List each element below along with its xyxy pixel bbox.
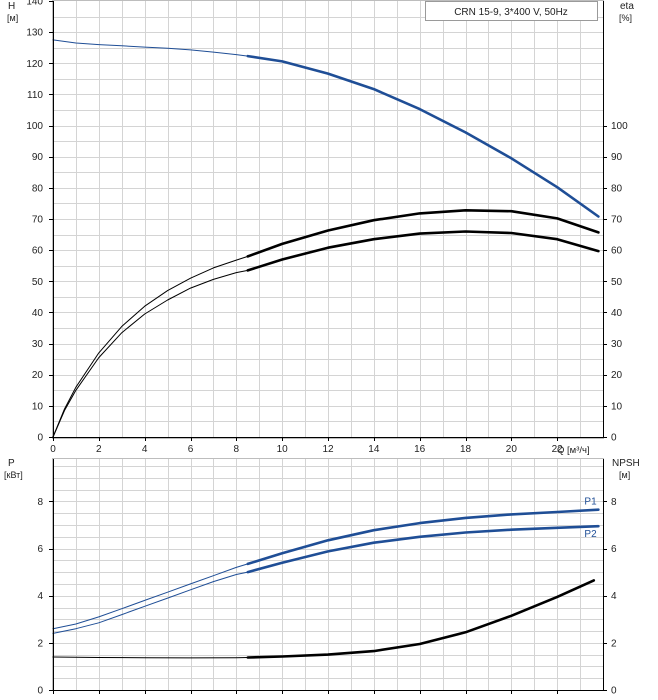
top-curve-0-curve-operating-range (246, 54, 600, 218)
top-curve-1-curve-operating-range (246, 209, 600, 258)
right-y-tick-label: 8 (611, 497, 617, 508)
head-efficiency-panel: 0 2 4 6 8 10 12 14 16 18 20 22 0 10 20 30 40 50 60 70 80 90 10… (7, 0, 634, 456)
npsh-axis-title: NPSH (612, 458, 640, 469)
left-y-tick-label: 120 (26, 59, 43, 70)
right-y-tick-label: 0 (611, 433, 617, 444)
pump-model-legend (425, 1, 598, 21)
power-npsh-series: P1 P2 (52, 497, 600, 659)
left-y-tick-label: 2 (37, 638, 43, 649)
top-curve-0-curve-full-range (52, 39, 249, 57)
top-curve-1-curve-full-range (52, 255, 249, 438)
left-y-tick-label: 110 (27, 90, 43, 101)
right-y-tick-label: 10 (611, 401, 623, 412)
flow-axis-label: Q [м³/ч] (557, 445, 590, 456)
right-y-tick-label: 20 (611, 370, 623, 381)
left-y-tick-label: 40 (32, 308, 44, 319)
pump-model-label: CRN 15-9, 3*400 V, 50Hz (454, 7, 568, 18)
left-y-tick-label: 70 (32, 215, 44, 226)
left-y-tick-label: 10 (32, 401, 44, 412)
right-y-tick-label: 40 (611, 308, 623, 319)
right-y-tick-label: 0 (611, 686, 617, 697)
left-y-tick-label: 6 (37, 544, 43, 555)
x-tick-label: 6 (188, 444, 194, 455)
right-y-tick-label: 100 (611, 121, 628, 132)
eta-axis-title: eta (620, 1, 634, 12)
x-tick-label: 2 (96, 444, 102, 455)
bot-curve-2-curve-operating-range (246, 579, 596, 659)
top-curve-2-curve-operating-range (246, 230, 600, 272)
x-tick-label: 4 (142, 444, 148, 455)
p1-curve-full-range (52, 563, 249, 630)
x-tick-label: 10 (277, 444, 289, 455)
left-y-tick-label: 90 (32, 152, 44, 163)
left-y-tick-label: 60 (32, 246, 44, 257)
x-tick-label: 20 (506, 444, 518, 455)
power-axis-unit: [кВт] (4, 470, 23, 480)
head-axis-title: H (8, 1, 15, 12)
left-y-tick-label: 4 (37, 591, 43, 602)
head-efficiency-axes: 0 2 4 6 8 10 12 14 16 18 20 22 0 10 20 30 40 50 60 70 80 90 10… (26, 0, 628, 455)
x-tick-label: 18 (460, 444, 472, 455)
eta-axis-unit: [%] (619, 13, 632, 23)
right-y-tick-label: 90 (611, 152, 623, 163)
power-npsh-panel: P1 P2 0 2 4 6 8 0 2 4 6 8 P [кВт] NPSH [м] (4, 458, 640, 697)
left-y-tick-label: 100 (26, 121, 43, 132)
right-y-tick-label: 6 (611, 544, 617, 555)
x-tick-label: 14 (368, 444, 380, 455)
p2-series-label: P2 (584, 529, 597, 540)
power-npsh-axes: 0 2 4 6 8 0 2 4 6 8 (37, 459, 617, 697)
left-y-tick-label: 50 (32, 277, 44, 288)
p2-curve-full-range (52, 571, 249, 634)
right-y-tick-label: 50 (611, 277, 623, 288)
left-y-tick-label: 0 (37, 686, 43, 697)
left-y-tick-label: 0 (37, 433, 43, 444)
right-y-tick-label: 2 (611, 638, 617, 649)
head-efficiency-grid (53, 1, 603, 437)
left-y-tick-label: 20 (32, 370, 44, 381)
left-y-tick-label: 30 (32, 339, 44, 350)
head-axis-unit: [м] (7, 13, 18, 23)
left-y-tick-label: 140 (26, 0, 43, 8)
left-y-tick-label: 8 (37, 497, 43, 508)
x-tick-label: 0 (50, 444, 56, 455)
npsh-axis-unit: [м] (619, 470, 630, 480)
head-efficiency-series (52, 39, 600, 438)
right-y-tick-label: 60 (611, 246, 623, 257)
top-curve-2-curve-full-range (52, 269, 249, 438)
bot-curve-2-curve-full-range (52, 656, 249, 659)
x-tick-label: 8 (234, 444, 240, 455)
right-y-tick-label: 4 (611, 591, 617, 602)
x-tick-label: 16 (414, 444, 426, 455)
p2-curve-operating-range (246, 524, 600, 574)
left-y-tick-label: 130 (26, 28, 43, 39)
p1-curve-operating-range (246, 508, 600, 566)
x-tick-label: 12 (322, 444, 334, 455)
right-y-tick-label: 70 (611, 215, 623, 226)
x-tick-label: 22 (552, 444, 564, 455)
right-y-tick-label: 30 (611, 339, 623, 350)
p1-series-label: P1 (584, 497, 597, 508)
right-y-tick-label: 80 (611, 183, 623, 194)
power-axis-title: P (8, 458, 15, 469)
left-y-tick-label: 80 (32, 183, 44, 194)
